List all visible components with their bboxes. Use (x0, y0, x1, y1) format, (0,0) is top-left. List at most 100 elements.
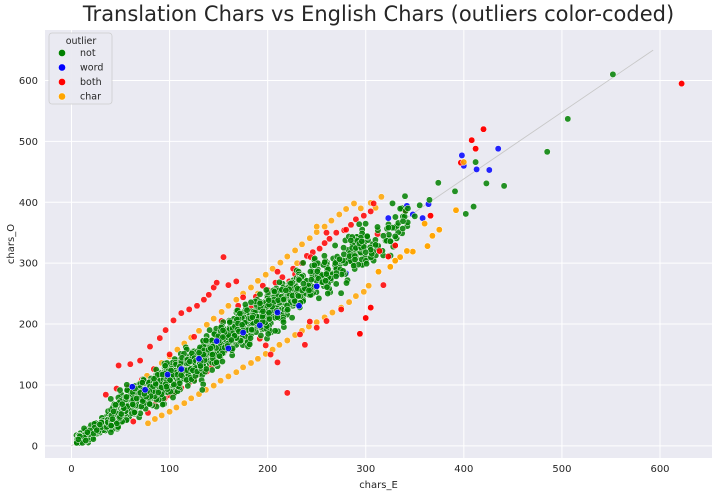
not-point (248, 326, 256, 334)
char-point (306, 234, 314, 242)
not-point (363, 232, 371, 240)
not-point (482, 179, 490, 187)
x-axis-label: chars_E (359, 480, 398, 491)
not-point (331, 242, 339, 249)
not-point (322, 270, 330, 278)
not-point (305, 286, 313, 294)
legend-label-word: word (80, 63, 103, 74)
not-point (307, 276, 315, 284)
both-point (129, 418, 137, 425)
char-point (350, 200, 358, 207)
not-point (247, 298, 255, 306)
char-point (144, 419, 152, 427)
char-point (151, 415, 159, 423)
char-point (247, 359, 255, 367)
not-point (206, 326, 214, 334)
char-point (391, 257, 399, 265)
x-tick-label: 600 (650, 464, 669, 475)
not-point (226, 318, 234, 326)
not-point (238, 321, 246, 329)
word-point (195, 355, 203, 363)
word-point (494, 145, 502, 153)
char-point (365, 282, 373, 290)
not-point (236, 310, 244, 318)
both-point (156, 334, 164, 342)
word-point (485, 166, 493, 174)
both-point (313, 324, 321, 332)
not-point (265, 309, 273, 317)
both-point (323, 317, 330, 325)
not-point (150, 375, 158, 383)
both-point (177, 309, 185, 317)
not-point (129, 400, 137, 408)
word-point (141, 386, 149, 394)
not-point (294, 292, 302, 300)
word-point (313, 282, 321, 290)
not-point (500, 182, 508, 190)
both-point (360, 212, 368, 220)
not-point (271, 288, 278, 296)
legend-marker-both (58, 78, 66, 86)
both-point (391, 242, 399, 249)
not-point (257, 332, 265, 339)
not-point (315, 294, 323, 302)
y-tick-label: 200 (19, 320, 38, 331)
both-point (480, 125, 487, 133)
both-point (190, 333, 198, 341)
not-point (197, 362, 204, 370)
both-point (306, 318, 314, 326)
both-point (146, 343, 154, 351)
not-point (256, 299, 264, 307)
not-point (107, 428, 115, 436)
not-point (264, 330, 272, 338)
not-point (198, 386, 206, 394)
not-point (404, 204, 412, 212)
not-point (358, 237, 366, 245)
not-point (170, 381, 178, 388)
both-point (162, 326, 170, 334)
not-point (246, 340, 254, 348)
not-point (243, 306, 251, 314)
legend-label-both: both (80, 77, 102, 88)
not-point (299, 259, 307, 267)
legend-label-not: not (80, 48, 96, 59)
legend-marker-char (58, 92, 66, 101)
char-point (345, 298, 353, 306)
not-point (184, 382, 192, 390)
not-point (321, 258, 329, 266)
not-point (212, 358, 220, 366)
not-point (130, 408, 138, 416)
not-point (363, 260, 370, 268)
char-point (262, 271, 270, 279)
not-point (117, 410, 125, 418)
not-point (247, 334, 254, 342)
not-point (362, 220, 370, 228)
not-point (248, 313, 256, 321)
chart-title: Translation Chars vs English Chars (outl… (82, 2, 674, 26)
char-point (377, 193, 385, 201)
not-point (385, 224, 392, 232)
not-point (322, 277, 330, 285)
both-point (468, 136, 476, 144)
both-point (379, 281, 387, 289)
not-point (401, 192, 409, 200)
both-point (321, 239, 329, 247)
not-point (462, 210, 470, 218)
not-point (416, 201, 424, 209)
word-point (384, 214, 392, 222)
word-point (256, 321, 264, 329)
word-point (295, 302, 303, 310)
legend-entries: not word both char (58, 48, 103, 103)
not-point (271, 327, 279, 335)
not-point (280, 296, 288, 303)
char-point (335, 211, 343, 218)
not-point (265, 296, 273, 304)
char-point (283, 253, 291, 260)
not-point (374, 223, 381, 231)
not-point (256, 290, 264, 298)
not-point (227, 336, 235, 344)
not-point (313, 267, 321, 275)
not-point (332, 280, 340, 288)
both-point (262, 341, 270, 349)
word-point (128, 383, 136, 391)
